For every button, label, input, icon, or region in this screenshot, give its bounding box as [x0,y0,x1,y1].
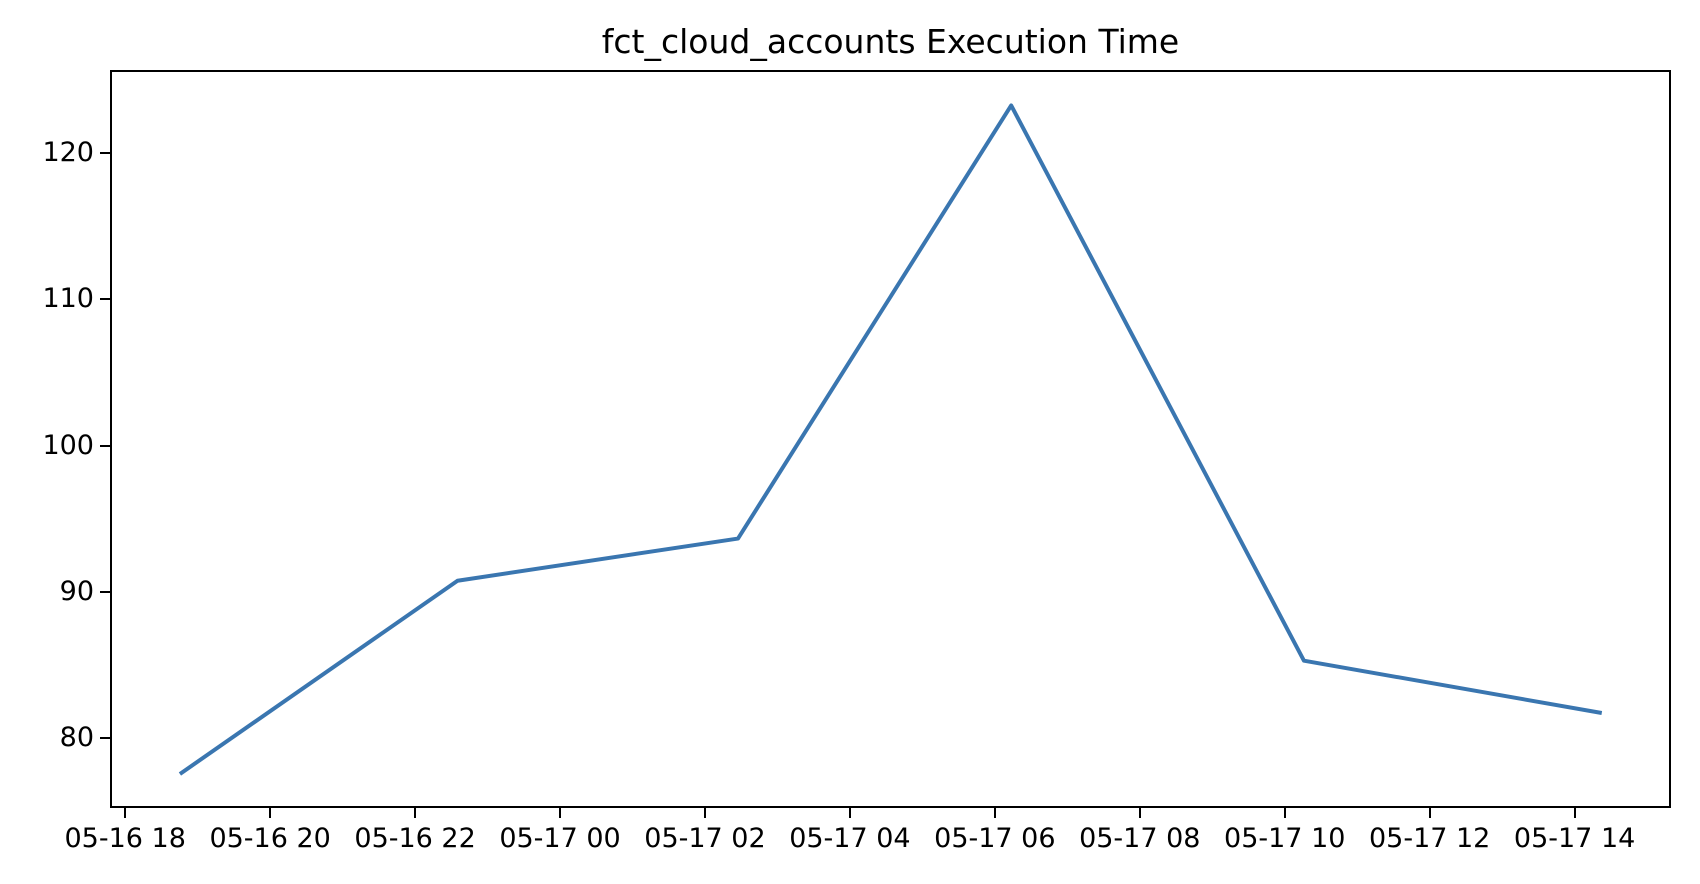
x-tick-label: 05-17 00 [499,823,621,854]
plot-area [110,70,1671,808]
y-tick-label: 100 [42,429,94,461]
x-tick-mark [414,808,417,818]
x-tick-label: 05-16 22 [354,823,476,854]
chart-title: fct_cloud_accounts Execution Time [601,22,1180,61]
y-tick-label: 120 [42,137,94,169]
y-tick-label: 90 [59,575,94,607]
x-tick-label: 05-17 10 [1224,823,1346,854]
y-tick-label: 110 [42,283,94,315]
x-tick-label: 05-17 04 [789,823,911,854]
line-series-canvas [178,103,1603,776]
x-tick-label: 05-17 02 [644,823,766,854]
x-tick-mark [124,808,127,818]
x-tick-label: 05-17 14 [1513,823,1636,854]
x-tick-mark [1573,808,1576,818]
x-tick-mark [1428,808,1431,818]
x-tick-mark [1283,808,1286,818]
x-tick-mark [1138,808,1141,818]
y-tick-mark [100,590,110,593]
x-tick-mark [559,808,562,818]
x-tick-mark [848,808,851,818]
y-tick-mark [100,444,110,447]
x-tick-mark [269,808,272,818]
x-tick-label: 05-16 18 [64,823,186,854]
y-tick-mark [100,736,110,739]
y-tick-mark [100,298,110,301]
x-tick-label: 05-17 12 [1368,823,1491,854]
x-tick-mark [993,808,996,818]
y-tick-label: 80 [59,721,94,753]
x-tick-label: 05-17 06 [934,823,1056,854]
x-tick-label: 05-17 08 [1079,823,1201,854]
execution-time-line [178,103,1603,776]
x-tick-label: 05-16 20 [209,823,331,854]
y-tick-mark [100,152,110,155]
x-tick-mark [703,808,706,818]
